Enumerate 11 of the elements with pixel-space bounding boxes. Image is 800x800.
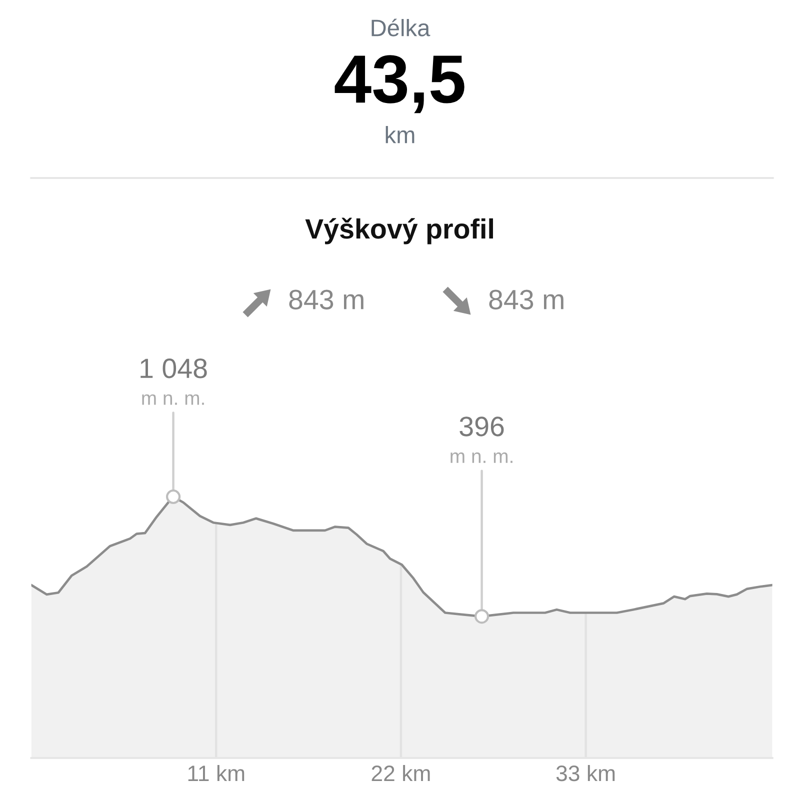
text: 843 m (289, 290, 364, 310)
text: Délka (372, 18, 430, 36)
annotation: 1 048 m n. m. (140, 358, 207, 405)
annotation: 396 m n. m. (450, 416, 512, 463)
chart-title: Výškový profil (305, 218, 493, 244)
x-tick-label: 33 km (556, 764, 615, 782)
text: km (386, 126, 414, 144)
text: 843 m (489, 290, 564, 310)
x-tick-label: 22 km (372, 764, 430, 782)
text: 43,5 (334, 55, 464, 114)
x-tick-label: 11 km (188, 764, 244, 782)
